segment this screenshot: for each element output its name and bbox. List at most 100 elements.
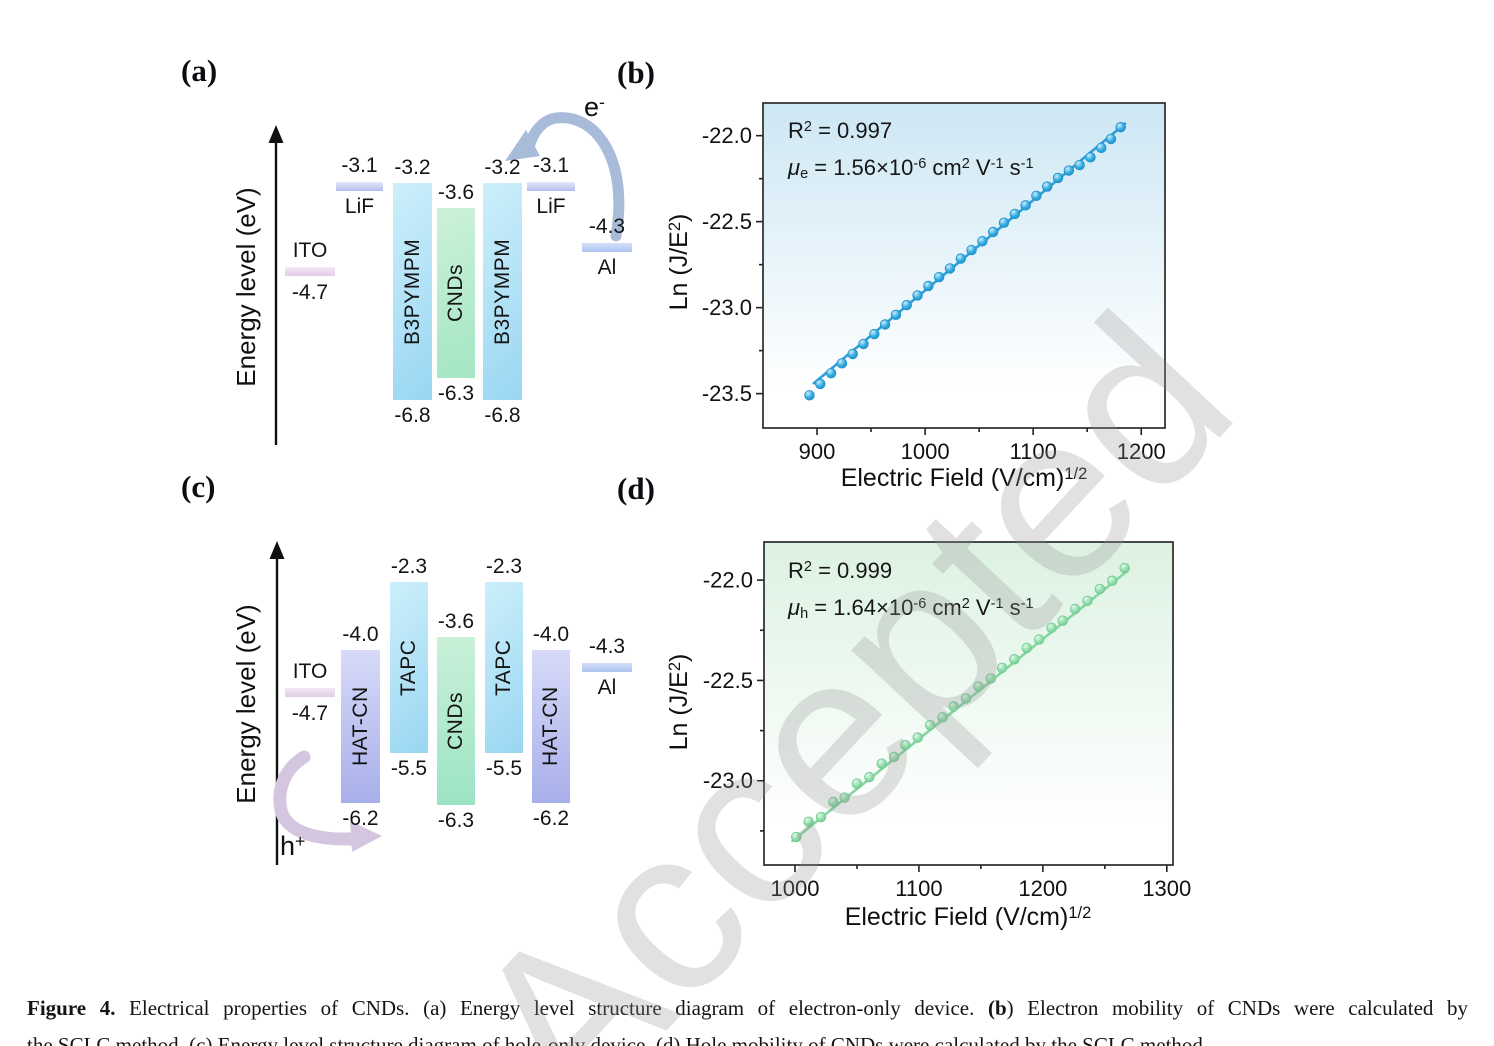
stat-line: R2 = 0.999 bbox=[788, 558, 893, 583]
bar-name: B3PYMPM bbox=[400, 238, 424, 345]
fit-statistics: R2 = 0.997 μe = 1.56×10-6 cm2 V-1 s-1 bbox=[788, 114, 1034, 188]
caption-text: Electrical properties of CNDs. (a) Energ… bbox=[115, 996, 988, 1020]
data-point bbox=[1107, 575, 1118, 586]
bar-name: TAPC bbox=[492, 639, 515, 696]
data-point bbox=[1033, 634, 1045, 645]
data-point bbox=[851, 778, 863, 789]
data-point bbox=[864, 771, 875, 783]
data-point bbox=[1096, 142, 1107, 154]
data-point bbox=[912, 732, 923, 743]
electrode-name: LiF bbox=[344, 195, 375, 218]
data-point bbox=[923, 280, 934, 292]
electron-flow-arrow-head bbox=[505, 130, 540, 161]
data-point bbox=[1069, 603, 1081, 615]
bar-top-value: -4.0 bbox=[532, 623, 570, 646]
energy-axis-arrowhead bbox=[268, 125, 284, 143]
data-point bbox=[977, 236, 988, 247]
data-point bbox=[1074, 159, 1085, 171]
data-points bbox=[804, 122, 1126, 401]
data-point bbox=[858, 338, 869, 350]
axis-ticks bbox=[757, 579, 1168, 872]
stat-line: R2 = 0.997 bbox=[788, 118, 893, 143]
hole-flow-arrow-head bbox=[350, 821, 382, 852]
bar-bottom-value: -5.5 bbox=[390, 757, 428, 780]
y-tick-label: -22.0 bbox=[703, 568, 753, 593]
x-axis-title: Electric Field (V/cm)1/2 bbox=[844, 903, 1092, 931]
x-axis-title: Electric Field (V/cm)1/2 bbox=[840, 464, 1088, 492]
bar-name: TAPC bbox=[397, 639, 420, 696]
hole-label: h+ bbox=[280, 830, 306, 861]
bar-top-value: -4.0 bbox=[342, 623, 379, 646]
data-point bbox=[1052, 172, 1064, 184]
caption-bold-text: Figure 4. bbox=[27, 996, 116, 1020]
data-point bbox=[869, 328, 880, 340]
fit-line bbox=[812, 122, 1127, 385]
energy-bar-b3pympm_right bbox=[483, 183, 522, 400]
energy-bar-al bbox=[582, 243, 632, 252]
data-point bbox=[1115, 122, 1126, 133]
stat-line: μh = 1.64×10-6 cm2 V-1 s-1 bbox=[788, 595, 1034, 623]
plot-background bbox=[763, 103, 1165, 428]
bar-top-value: -3.6 bbox=[437, 610, 475, 633]
y-tick-label: -23.5 bbox=[702, 381, 752, 406]
energy-axis-arrowhead bbox=[269, 541, 285, 559]
electrode-name: ITO bbox=[292, 239, 328, 262]
energy-bar-tapc_left bbox=[390, 582, 428, 753]
data-points bbox=[791, 562, 1130, 843]
data-point bbox=[912, 290, 923, 301]
data-point bbox=[901, 299, 912, 311]
data-point bbox=[836, 358, 848, 369]
bar-top-value: -3.6 bbox=[437, 181, 475, 204]
bar-name: CNDs bbox=[444, 264, 467, 322]
y-tick-label: -23.0 bbox=[702, 295, 752, 320]
data-point bbox=[839, 792, 850, 803]
electrode-value: -4.3 bbox=[588, 635, 626, 658]
electrode-value: -4.3 bbox=[588, 215, 626, 238]
bar-bottom-value: -6.3 bbox=[437, 809, 475, 832]
electron-label: e- bbox=[584, 91, 605, 122]
bar-bottom-value: -6.8 bbox=[394, 404, 431, 427]
energy-axis-title: Energy level (eV) bbox=[231, 187, 261, 387]
axis-ticks bbox=[756, 134, 1143, 435]
data-point bbox=[1020, 200, 1031, 211]
panel-label-b: (b) bbox=[617, 55, 655, 90]
bar-name: CNDs bbox=[444, 692, 467, 750]
data-point bbox=[998, 217, 1010, 228]
x-tick-label: 1000 bbox=[771, 876, 820, 901]
y-tick-label: -22.0 bbox=[702, 123, 752, 148]
bar-name: B3PYMPM bbox=[490, 238, 514, 345]
x-tick-label: 1200 bbox=[1117, 439, 1166, 464]
plot-background bbox=[764, 542, 1173, 865]
energy-bar-lif_left bbox=[336, 182, 383, 191]
energy-bar-hatcn_right bbox=[532, 650, 570, 803]
bar-top-value: -3.2 bbox=[484, 156, 521, 179]
electrode-name: LiF bbox=[536, 195, 566, 218]
x-tick-label: 1300 bbox=[1142, 876, 1191, 901]
data-point bbox=[1082, 595, 1093, 606]
fit-line bbox=[791, 569, 1129, 843]
bar-top-value: -3.2 bbox=[394, 156, 431, 179]
y-axis-title: Ln (J/E2) bbox=[665, 213, 693, 311]
data-point bbox=[933, 271, 945, 283]
data-point bbox=[847, 348, 858, 360]
y-tick-label: -22.5 bbox=[702, 209, 752, 234]
accepted-watermark: Accepted bbox=[419, 266, 1280, 1046]
panel-label-d: (d) bbox=[617, 471, 655, 506]
data-point bbox=[1021, 642, 1032, 654]
data-point bbox=[804, 390, 815, 401]
caption-text: ) Electron mobility of CNDs were calcula… bbox=[1006, 996, 1468, 1020]
y-tick-label: -23.0 bbox=[703, 768, 753, 793]
data-point bbox=[803, 816, 814, 827]
plot-frame bbox=[762, 102, 1166, 429]
x-tick-label: 900 bbox=[799, 439, 836, 464]
data-point bbox=[815, 378, 826, 390]
data-point bbox=[879, 319, 891, 330]
data-point bbox=[966, 244, 977, 256]
energy-bar-hatcn_left bbox=[341, 650, 380, 803]
panel-label-a: (a) bbox=[181, 53, 218, 88]
